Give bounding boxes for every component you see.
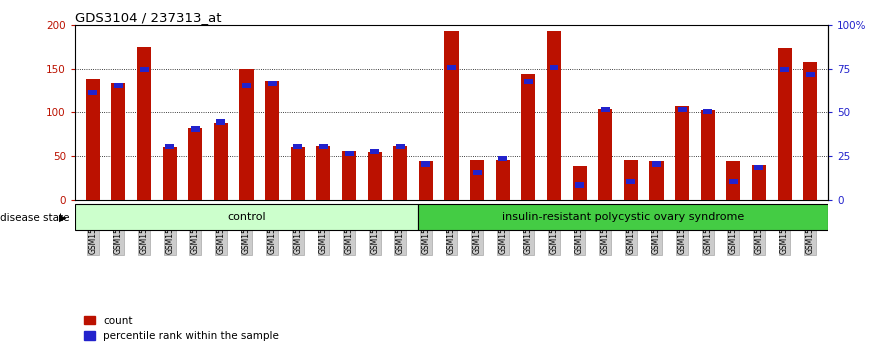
Bar bbox=[700, 110, 714, 200]
Bar bbox=[421, 161, 431, 167]
Bar bbox=[75, 204, 418, 230]
Bar bbox=[803, 62, 818, 200]
Bar bbox=[754, 165, 764, 170]
Bar bbox=[139, 67, 149, 72]
Bar bbox=[344, 151, 353, 156]
Bar bbox=[85, 79, 100, 200]
Bar bbox=[806, 72, 815, 78]
Bar bbox=[293, 144, 302, 149]
Bar bbox=[624, 160, 638, 200]
Bar bbox=[445, 31, 458, 200]
Bar bbox=[265, 81, 279, 200]
Bar bbox=[626, 179, 635, 184]
Bar bbox=[778, 48, 792, 200]
Bar bbox=[396, 144, 404, 149]
Bar bbox=[316, 146, 330, 200]
Bar bbox=[575, 183, 584, 188]
Bar bbox=[291, 147, 305, 200]
Bar bbox=[418, 161, 433, 200]
Text: ▶: ▶ bbox=[58, 213, 66, 223]
Bar bbox=[189, 128, 203, 200]
Legend: count, percentile rank within the sample: count, percentile rank within the sample bbox=[80, 312, 283, 345]
Bar bbox=[547, 31, 561, 200]
Text: insulin-resistant polycystic ovary syndrome: insulin-resistant polycystic ovary syndr… bbox=[502, 212, 744, 222]
Bar bbox=[370, 149, 379, 154]
Bar bbox=[522, 74, 536, 200]
Bar bbox=[649, 161, 663, 200]
Bar bbox=[114, 82, 123, 88]
Bar bbox=[137, 47, 152, 200]
Bar bbox=[268, 81, 277, 86]
Bar bbox=[418, 204, 828, 230]
Text: disease state: disease state bbox=[0, 213, 70, 223]
Bar bbox=[163, 147, 177, 200]
Bar bbox=[191, 126, 200, 132]
Bar bbox=[88, 90, 97, 95]
Bar bbox=[729, 179, 737, 184]
Text: control: control bbox=[227, 212, 266, 222]
Bar bbox=[524, 79, 533, 84]
Bar bbox=[393, 146, 407, 200]
Bar bbox=[240, 69, 254, 200]
Bar bbox=[677, 107, 686, 113]
Bar bbox=[447, 65, 456, 70]
Bar bbox=[472, 170, 482, 176]
Bar bbox=[751, 165, 766, 200]
Bar bbox=[652, 161, 661, 167]
Bar bbox=[550, 65, 559, 70]
Bar bbox=[496, 160, 510, 200]
Bar bbox=[573, 166, 587, 200]
Bar bbox=[166, 144, 174, 149]
Bar bbox=[470, 160, 485, 200]
Bar bbox=[242, 82, 251, 88]
Bar bbox=[499, 156, 507, 161]
Bar bbox=[726, 161, 740, 200]
Bar bbox=[111, 84, 125, 200]
Bar bbox=[214, 123, 228, 200]
Bar bbox=[598, 109, 612, 200]
Bar bbox=[601, 107, 610, 113]
Text: GDS3104 / 237313_at: GDS3104 / 237313_at bbox=[75, 11, 221, 24]
Bar bbox=[675, 106, 689, 200]
Bar bbox=[703, 109, 712, 114]
Bar bbox=[780, 67, 789, 72]
Bar bbox=[367, 152, 381, 200]
Bar bbox=[217, 119, 226, 125]
Bar bbox=[342, 151, 356, 200]
Bar bbox=[319, 144, 328, 149]
